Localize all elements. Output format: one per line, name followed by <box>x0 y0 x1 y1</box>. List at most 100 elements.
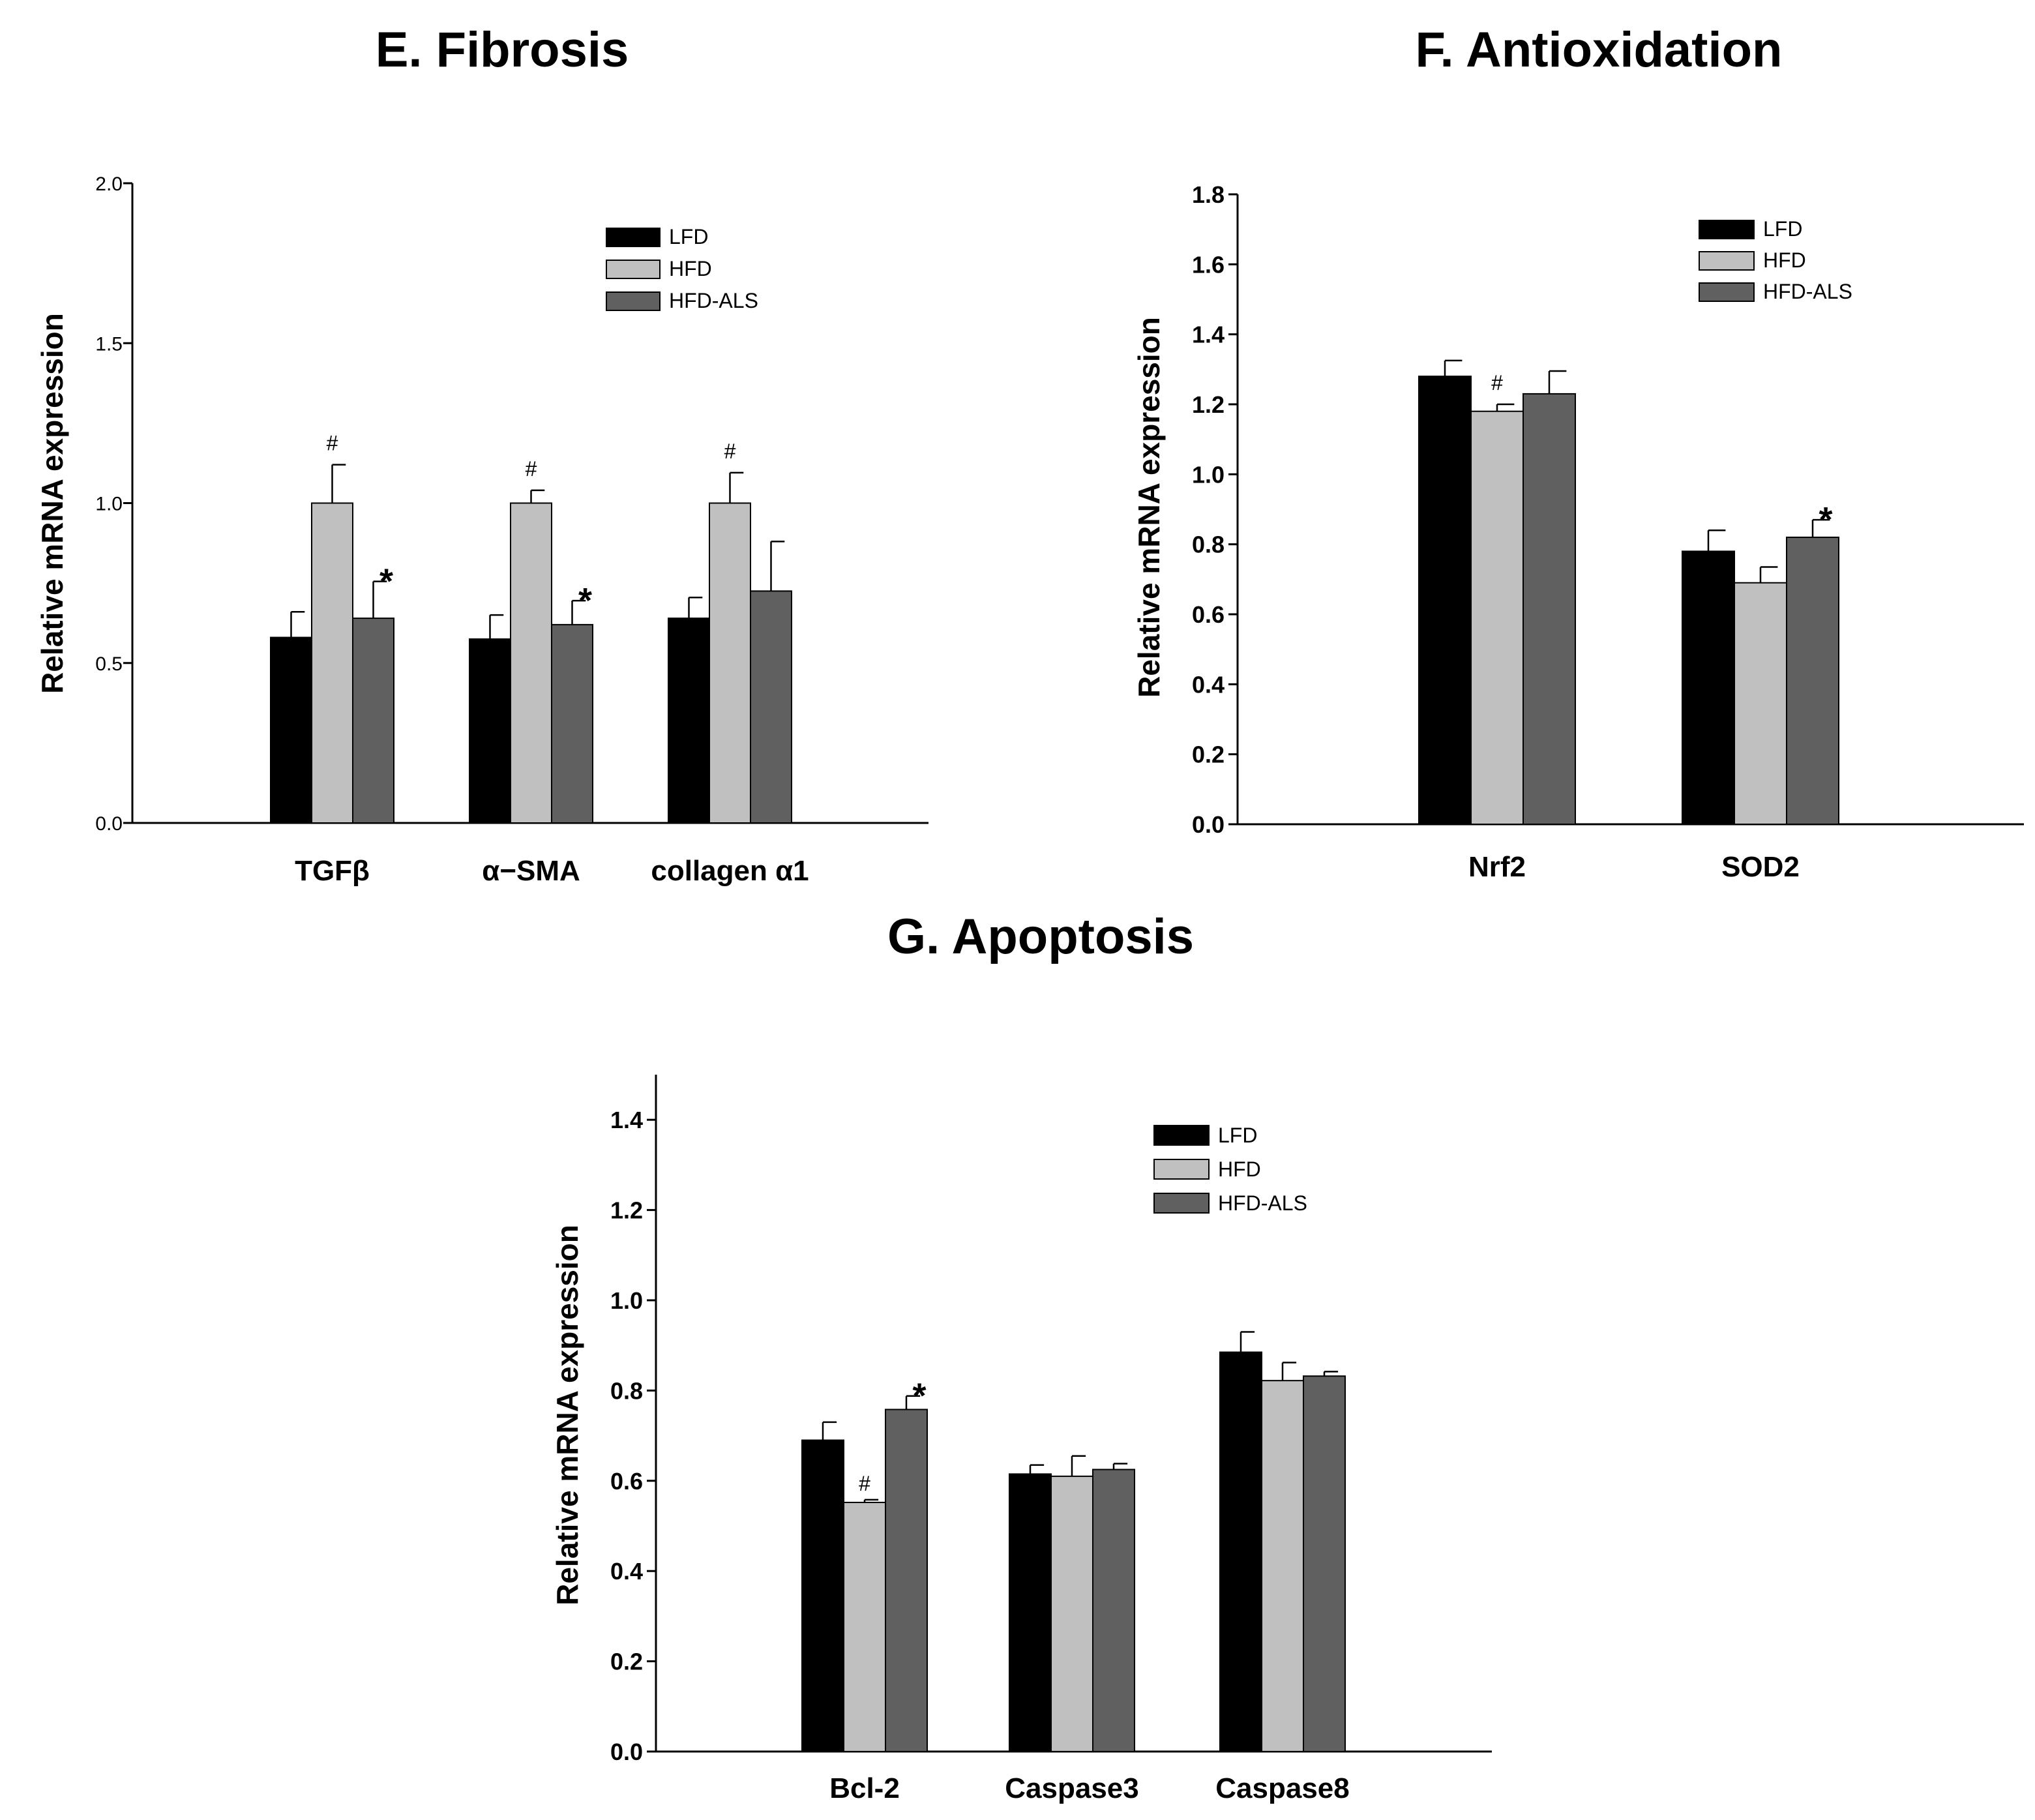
apoptosis-bar-hfd-1 <box>1050 1475 1093 1752</box>
apoptosis-y-tick-label: 0.8 <box>610 1377 643 1404</box>
fibrosis-significance-marker: # <box>526 457 537 481</box>
antioxidation-legend-label: HFD-ALS <box>1763 280 1852 303</box>
apoptosis-y-tick-label: 0.4 <box>610 1558 643 1585</box>
fibrosis-bars: # * # * # <box>270 432 792 824</box>
antioxidation-bar-hfd-als-0 <box>1523 393 1576 825</box>
fibrosis-bar-hfd-als-2 <box>750 590 792 824</box>
antioxidation-chart-title: F. Antioxidation <box>1416 22 1783 78</box>
antioxidation-significance-marker: * <box>1819 500 1832 539</box>
apoptosis-bar-lfd-2 <box>1219 1351 1262 1753</box>
fibrosis-bar-lfd-2 <box>668 618 710 824</box>
antioxidation-bar-hfd-0 <box>1470 410 1524 825</box>
fibrosis-y-axis-label: Relative mRNA expression <box>35 313 69 694</box>
fibrosis-axes: 0.0 0.5 1.0 1.5 2.0 TGFβ α−SMA collagen α1 <box>95 173 928 887</box>
fibrosis-bar-lfd-0 <box>270 636 312 824</box>
antioxidation-y-tick-label: 1.8 <box>1192 181 1225 208</box>
fibrosis-category-label: TGFβ <box>295 855 370 887</box>
fibrosis-chart-title: E. Fibrosis <box>376 22 629 78</box>
antioxidation-bar-lfd-1 <box>1682 550 1735 826</box>
antioxidation-y-tick-label: 0.0 <box>1192 811 1225 838</box>
antioxidation-y-tick-label: 1.4 <box>1192 321 1225 348</box>
fibrosis-legend-label: LFD <box>669 225 708 248</box>
apoptosis-significance-marker: # <box>859 1472 870 1495</box>
antioxidation-y-tick-label: 1.2 <box>1192 391 1225 418</box>
apoptosis-bar-hfd-als-2 <box>1303 1375 1346 1753</box>
antioxidation-legend-swatch-hfd <box>1699 251 1755 271</box>
apoptosis-legend-label: LFD <box>1218 1124 1257 1147</box>
fibrosis-y-tick-label: 1.5 <box>95 333 123 355</box>
apoptosis-y-tick-label: 1.4 <box>610 1107 643 1133</box>
fibrosis-bar-hfd-als-1 <box>551 623 593 824</box>
apoptosis-legend-swatch-lfd <box>1153 1125 1210 1146</box>
apoptosis-bar-hfd-als-1 <box>1092 1469 1135 1752</box>
apoptosis-chart-title: G. Apoptosis <box>887 909 1194 964</box>
apoptosis-y-tick-label: 1.2 <box>610 1197 643 1224</box>
fibrosis-chart-panel: E. Fibrosis Relative mRNA expression 0.0… <box>35 22 928 887</box>
fibrosis-legend: LFD HFD HFD-ALS <box>606 225 758 312</box>
fibrosis-y-tick-label: 0.0 <box>95 813 123 835</box>
apoptosis-bar-lfd-0 <box>801 1439 844 1753</box>
antioxidation-y-tick-label: 0.4 <box>1192 671 1225 698</box>
antioxidation-legend-swatch-lfd <box>1699 220 1755 239</box>
apoptosis-bar-hfd-2 <box>1261 1380 1304 1752</box>
antioxidation-legend-label: LFD <box>1763 217 1802 241</box>
apoptosis-category-label: Caspase8 <box>1215 1772 1349 1804</box>
antioxidation-legend-label: HFD <box>1763 248 1806 272</box>
fibrosis-category-label: α−SMA <box>482 855 580 887</box>
fibrosis-legend-swatch-lfd <box>606 228 661 247</box>
fibrosis-significance-marker: * <box>379 562 393 601</box>
fibrosis-bar-lfd-1 <box>469 638 511 824</box>
apoptosis-y-tick-label: 0.6 <box>610 1468 643 1495</box>
antioxidation-y-tick-label: 1.0 <box>1192 461 1225 488</box>
apoptosis-y-tick-label: 0.0 <box>610 1738 643 1765</box>
apoptosis-y-axis-label: Relative mRNA expression <box>550 1225 584 1605</box>
fibrosis-legend-label: HFD <box>669 257 712 280</box>
antioxidation-y-tick-label: 0.2 <box>1192 741 1225 768</box>
apoptosis-bars: #* <box>801 1331 1346 1753</box>
apoptosis-legend: LFD HFD HFD-ALS <box>1153 1124 1307 1215</box>
antioxidation-significance-marker: # <box>1491 371 1503 395</box>
apoptosis-bar-lfd-1 <box>1009 1473 1052 1752</box>
antioxidation-axes: 0.0 0.2 0.4 0.6 0.8 1.0 1.2 1.4 1.6 1.8 Nrf2 SOD2 <box>1192 181 2024 883</box>
antioxidation-chart-panel: F. Antioxidation Relative mRNA expressio… <box>1132 22 2024 883</box>
apoptosis-category-label: Bcl-2 <box>829 1772 900 1804</box>
antioxidation-y-axis-label: Relative mRNA expression <box>1132 317 1166 698</box>
apoptosis-category-label: Caspase3 <box>1005 1772 1138 1804</box>
antioxidation-y-tick-label: 1.6 <box>1192 251 1225 278</box>
fibrosis-category-label: collagen α1 <box>651 855 809 887</box>
fibrosis-legend-label: HFD-ALS <box>669 289 758 312</box>
antioxidation-y-tick-label: 0.6 <box>1192 601 1225 628</box>
antioxidation-category-label: Nrf2 <box>1468 851 1526 883</box>
apoptosis-chart-panel: G. Apoptosis Relative mRNA expression 0.… <box>550 909 1492 1804</box>
apoptosis-significance-marker: * <box>912 1377 926 1416</box>
apoptosis-y-tick-label: 0.2 <box>610 1648 643 1675</box>
fibrosis-bar-hfd-als-0 <box>352 618 394 824</box>
antioxidation-bar-hfd-1 <box>1734 582 1787 825</box>
apoptosis-legend-label: HFD <box>1218 1157 1261 1181</box>
fibrosis-significance-marker: # <box>724 440 736 463</box>
fibrosis-bar-hfd-2 <box>709 502 751 824</box>
apoptosis-y-tick-label: 1.0 <box>610 1287 643 1314</box>
fibrosis-y-tick-label: 2.0 <box>95 173 123 195</box>
antioxidation-bars: #* <box>1418 359 1839 826</box>
fibrosis-legend-swatch-hfd <box>606 260 661 279</box>
fibrosis-y-tick-label: 0.5 <box>95 653 123 675</box>
fibrosis-significance-marker: * <box>578 581 592 620</box>
antioxidation-y-tick-label: 0.8 <box>1192 531 1225 558</box>
antioxidation-legend-swatch-hfd-als <box>1699 282 1755 302</box>
apoptosis-legend-swatch-hfd <box>1153 1159 1210 1180</box>
fibrosis-significance-marker: # <box>327 432 338 455</box>
fibrosis-bar-hfd-1 <box>510 502 552 824</box>
antioxidation-legend: LFD HFD HFD-ALS <box>1699 217 1852 303</box>
antioxidation-bar-hfd-als-1 <box>1786 536 1839 826</box>
fibrosis-legend-swatch-hfd-als <box>606 291 661 311</box>
apoptosis-bar-hfd-als-0 <box>885 1409 928 1753</box>
antioxidation-bar-lfd-0 <box>1418 376 1472 825</box>
fibrosis-y-tick-label: 1.0 <box>95 494 123 515</box>
apoptosis-legend-label: HFD-ALS <box>1218 1191 1307 1215</box>
fibrosis-bar-hfd-0 <box>311 502 353 824</box>
apoptosis-legend-swatch-hfd-als <box>1153 1193 1210 1214</box>
apoptosis-bar-hfd-0 <box>843 1502 886 1753</box>
antioxidation-category-label: SOD2 <box>1721 851 1800 883</box>
